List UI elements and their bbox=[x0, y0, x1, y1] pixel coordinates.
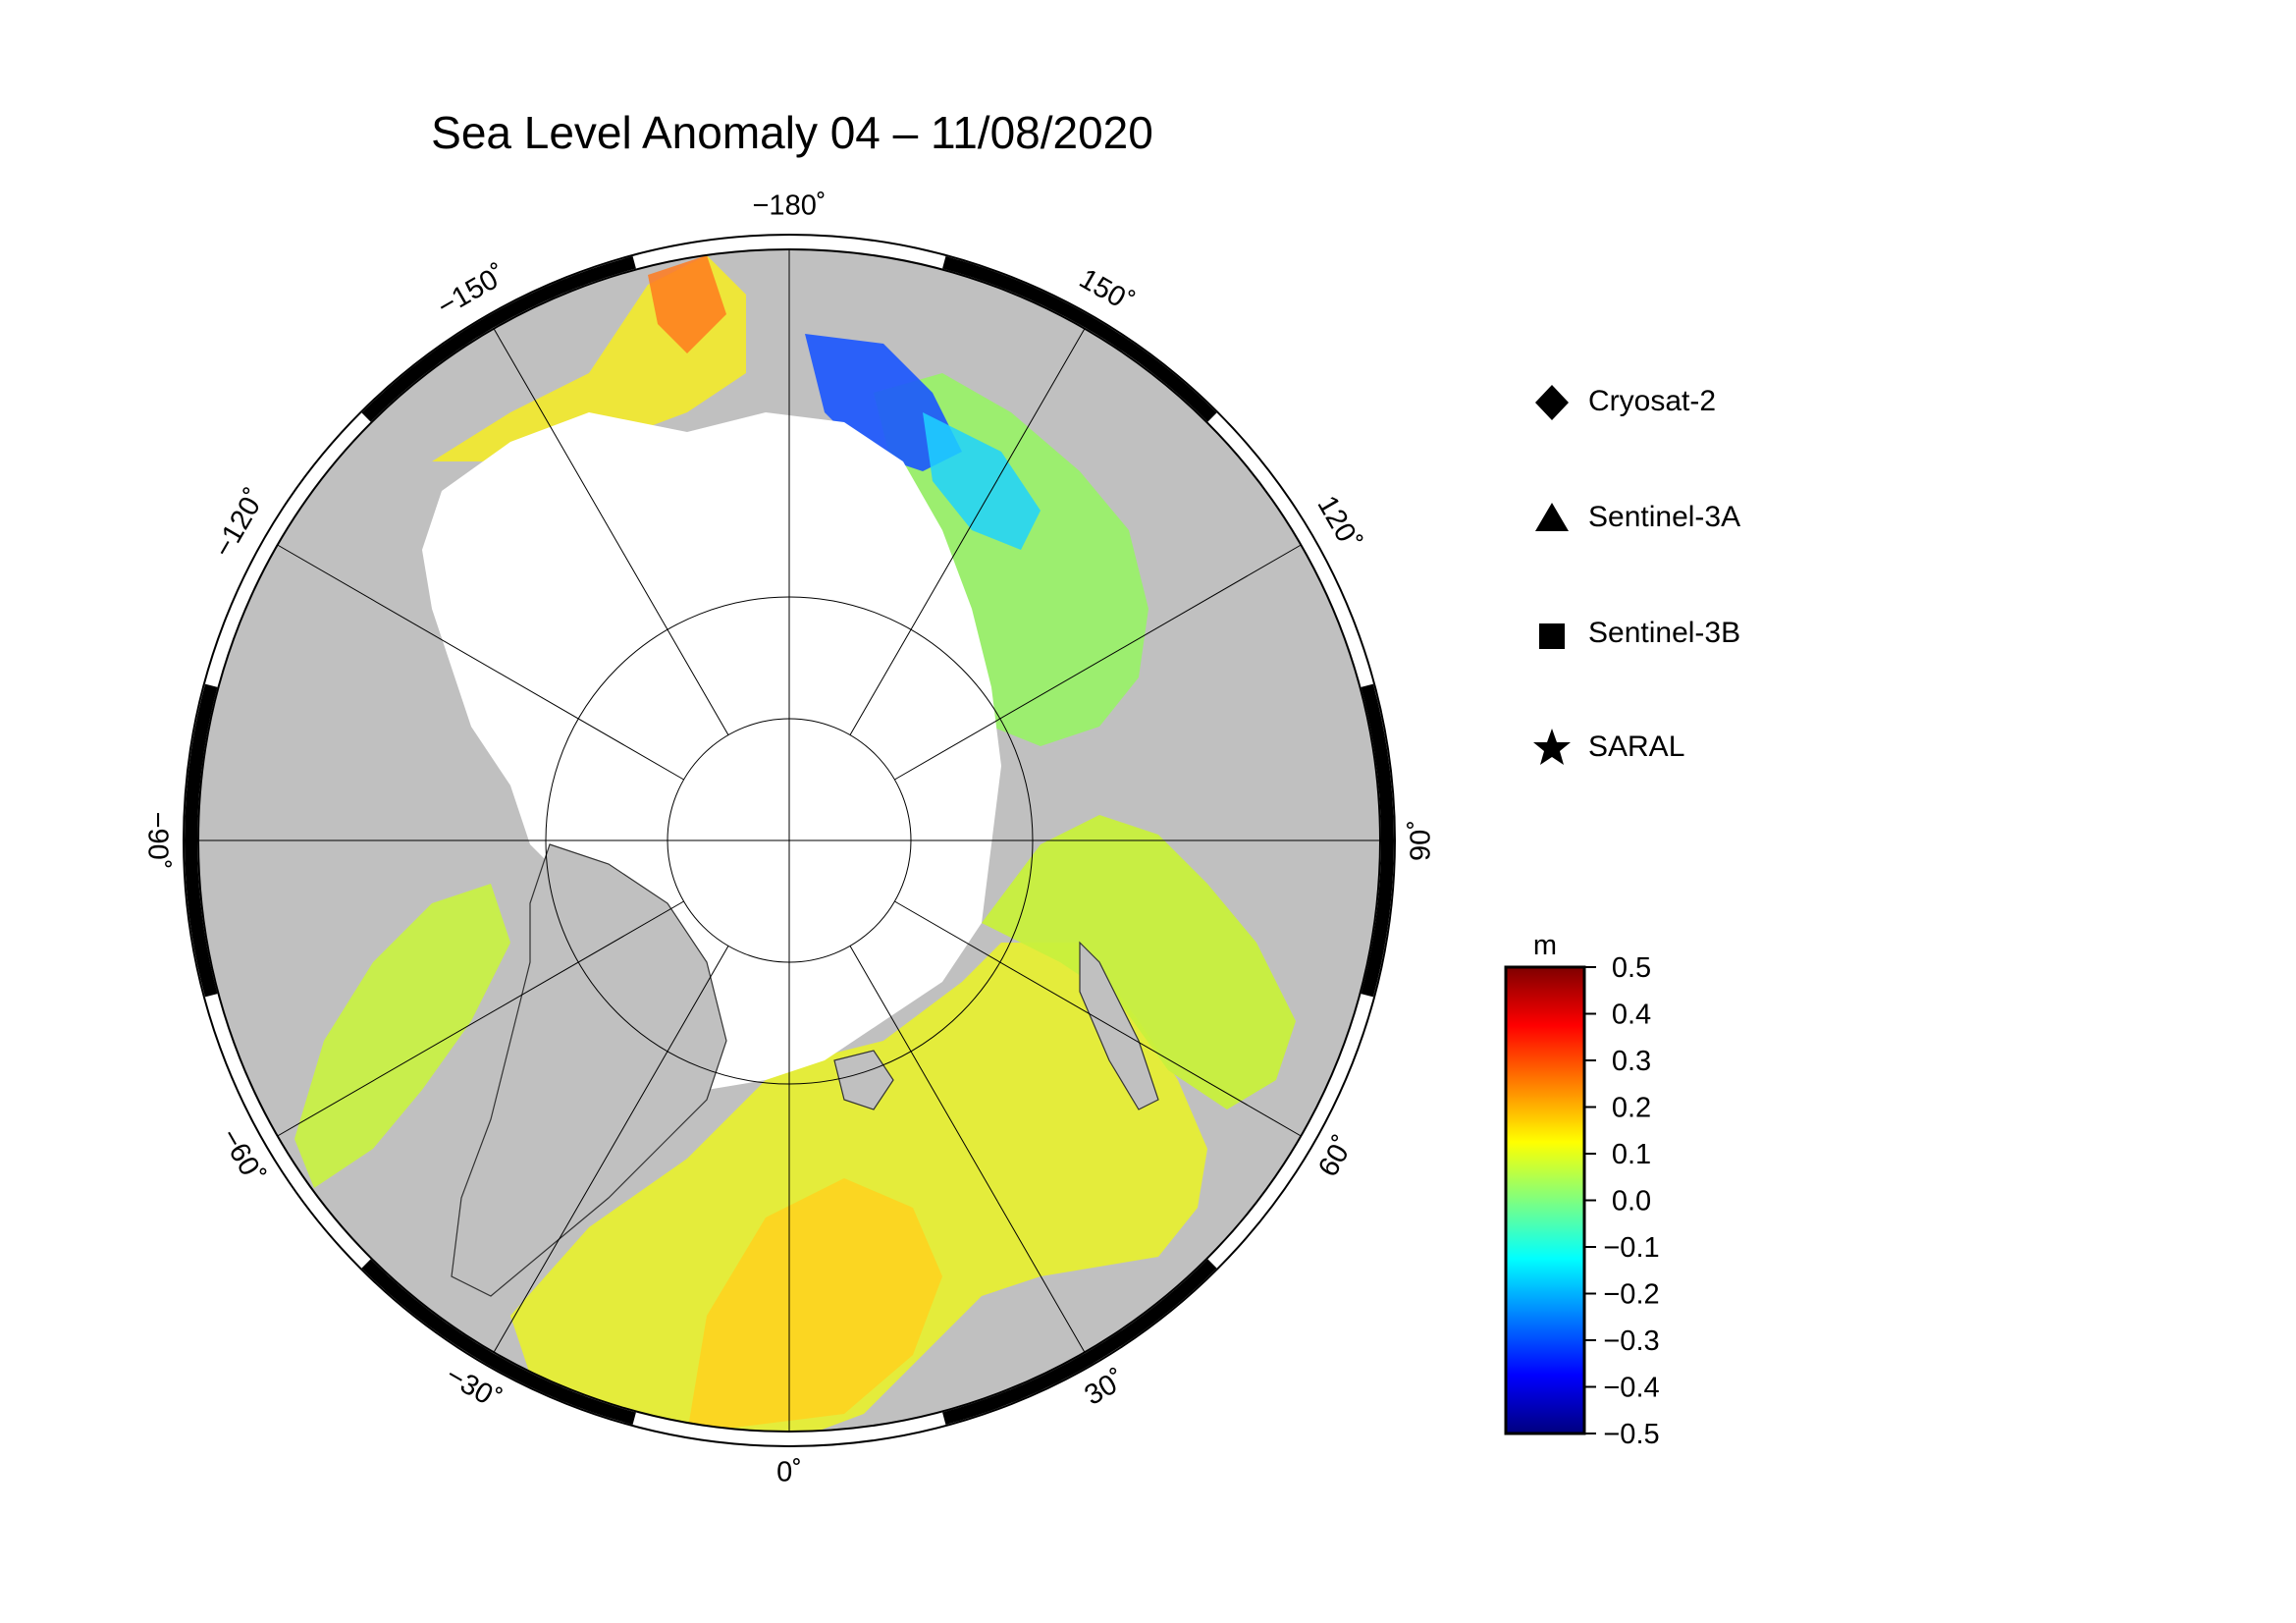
longitude-label: 60˚ bbox=[1312, 1131, 1361, 1182]
meridian-line bbox=[894, 900, 1302, 1137]
frame-segment bbox=[185, 683, 218, 998]
star-icon bbox=[1533, 729, 1571, 765]
colorbar-gradient bbox=[1504, 965, 1586, 1435]
sea-ice bbox=[422, 412, 1001, 1090]
legend-label-saral: SARAL bbox=[1588, 730, 1685, 763]
ocean-chukchi-warm bbox=[648, 255, 726, 353]
frame-segment bbox=[1361, 683, 1394, 998]
colorbar-tick-label: 0.5 bbox=[1612, 952, 1651, 984]
triangle-icon bbox=[1535, 503, 1569, 531]
meridian-line bbox=[277, 544, 684, 781]
ocean-east-siberian-teal bbox=[923, 412, 1041, 550]
meridian-line bbox=[493, 328, 729, 735]
longitude-label: −180˚ bbox=[753, 190, 827, 222]
frame-segment bbox=[361, 1259, 636, 1426]
longitude-label: −60˚ bbox=[214, 1123, 270, 1189]
legend-label-cryosat-2: Cryosat-2 bbox=[1588, 385, 1717, 417]
colorbar-tick-label: −0.1 bbox=[1603, 1232, 1659, 1264]
colorbar-tick-label: −0.2 bbox=[1603, 1279, 1659, 1311]
ocean-barents bbox=[982, 815, 1296, 1109]
frame-segment bbox=[361, 255, 636, 422]
colorbar-tick-label: −0.5 bbox=[1603, 1419, 1659, 1450]
frame-segment bbox=[942, 255, 1217, 422]
legend-symbols bbox=[1533, 385, 1571, 765]
longitude-label: −90˚ bbox=[141, 812, 173, 870]
colorbar: m 0.5 0.4 0.3 0.2 0.1 0.0 −0.1 −0.2 −0.3 −0.4 −0.5 bbox=[1504, 930, 1660, 1450]
map-frame bbox=[183, 234, 1396, 1447]
svalbard bbox=[833, 1050, 894, 1110]
ocean-atlantic-warm bbox=[687, 1178, 942, 1432]
frame-segment bbox=[942, 1259, 1217, 1426]
meridian-line bbox=[849, 328, 1086, 735]
map-title: Sea Level Anomaly 04 – 11/08/2020 bbox=[431, 107, 1153, 158]
novaya-zemlya bbox=[1079, 941, 1159, 1110]
legend-label-sentinel-3b: Sentinel-3B bbox=[1588, 617, 1741, 649]
legend-label-sentinel-3a: Sentinel-3A bbox=[1588, 501, 1741, 533]
colorbar-tick-label: 0.2 bbox=[1612, 1093, 1651, 1124]
colorbar-tick-label: −0.4 bbox=[1603, 1373, 1659, 1404]
colorbar-tick-label: 0.3 bbox=[1612, 1046, 1651, 1077]
colorbar-tick-label: 0.4 bbox=[1612, 1000, 1651, 1031]
meridian-line bbox=[849, 946, 1086, 1353]
longitude-label: 0˚ bbox=[776, 1457, 802, 1488]
ocean-baffin bbox=[294, 884, 510, 1188]
longitude-label: 90˚ bbox=[1406, 820, 1437, 861]
meridian-line bbox=[894, 544, 1302, 781]
colorbar-unit: m bbox=[1533, 930, 1557, 961]
graticule bbox=[198, 249, 1380, 1432]
longitude-label: −120˚ bbox=[208, 483, 272, 563]
meridian-line bbox=[493, 946, 729, 1353]
ocean-anomaly-field bbox=[294, 255, 1296, 1432]
longitude-label: 30˚ bbox=[1080, 1364, 1131, 1412]
colorbar-tick-label: −0.3 bbox=[1603, 1325, 1659, 1357]
meridian-line bbox=[277, 900, 684, 1137]
ocean-east-siberian-cold bbox=[805, 334, 962, 471]
colorbar-tick-label: 0.0 bbox=[1612, 1186, 1651, 1217]
square-icon bbox=[1539, 623, 1565, 649]
diamond-icon bbox=[1535, 385, 1569, 420]
greenland bbox=[451, 843, 727, 1297]
colorbar-tick-label: 0.1 bbox=[1612, 1139, 1651, 1170]
